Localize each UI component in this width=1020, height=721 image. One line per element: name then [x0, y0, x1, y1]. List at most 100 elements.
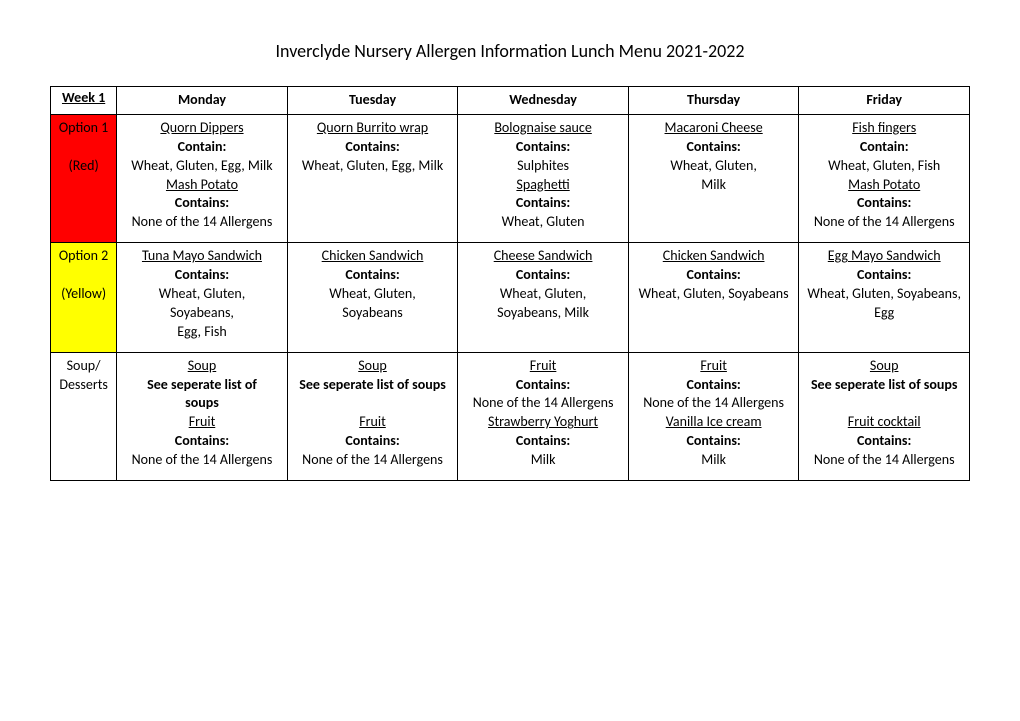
row-label-2: (Yellow)	[55, 285, 112, 304]
cell-line: None of the 14 Allergens	[292, 451, 454, 470]
cell-line: Egg, Fish	[121, 323, 283, 342]
row-label: Option 2 (Yellow)	[51, 243, 117, 352]
header-week: Week 1	[51, 87, 117, 115]
table-cell: Egg Mayo SandwichContains:Wheat, Gluten,…	[799, 243, 970, 352]
cell-line: Egg	[803, 304, 965, 323]
cell-line: Contains:	[803, 432, 965, 451]
cell-line: Contains:	[803, 266, 965, 285]
cell-line: Tuna Mayo Sandwich	[121, 247, 283, 266]
cell-line: Macaroni Cheese	[633, 119, 795, 138]
cell-line: Cheese Sandwich	[462, 247, 624, 266]
cell-line: Contain:	[803, 138, 965, 157]
cell-line: Contains:	[462, 266, 624, 285]
cell-line: Wheat, Gluten, Soyabeans	[633, 285, 795, 304]
cell-line: Wheat, Gluten,	[121, 285, 283, 304]
cell-line: Mash Potato	[121, 176, 283, 195]
row-label: Soup/Desserts	[51, 352, 117, 480]
cell-line: Soyabeans	[292, 304, 454, 323]
cell-line: Wheat, Gluten, Egg, Milk	[121, 157, 283, 176]
cell-line: Contains:	[121, 266, 283, 285]
cell-line: Contains:	[121, 432, 283, 451]
table-cell: Chicken SandwichContains:Wheat, Gluten,S…	[287, 243, 458, 352]
cell-line	[292, 394, 454, 413]
table-cell: SoupSee seperate list of soups Fruit coc…	[799, 352, 970, 480]
cell-line: Contains:	[292, 266, 454, 285]
cell-line: Contains:	[633, 138, 795, 157]
row-label-1: Option 1	[55, 117, 112, 138]
cell-line: None of the 14 Allergens	[633, 394, 795, 413]
cell-line: Contains:	[292, 138, 454, 157]
cell-line: Contains:	[633, 266, 795, 285]
cell-line: Chicken Sandwich	[633, 247, 795, 266]
menu-tbody: Week 1MondayTuesdayWednesdayThursdayFrid…	[51, 87, 970, 481]
cell-line: Contains:	[121, 194, 283, 213]
cell-line: Fruit	[292, 413, 454, 432]
cell-line: Soup	[292, 357, 454, 376]
cell-line: Contains:	[462, 432, 624, 451]
cell-line: Contains:	[803, 194, 965, 213]
cell-line: Egg Mayo Sandwich	[803, 247, 965, 266]
header-day: Friday	[799, 87, 970, 115]
cell-line: Contains:	[462, 376, 624, 395]
table-cell: Bolognaise sauceContains:SulphitesSpaghe…	[458, 114, 629, 242]
cell-line: Milk	[462, 451, 624, 470]
row-label: Option 1 (Red)	[51, 114, 117, 242]
page-title: Inverclyde Nursery Allergen Information …	[50, 40, 970, 62]
table-cell: FruitContains:None of the 14 AllergensSt…	[458, 352, 629, 480]
cell-line: Wheat, Gluten, Egg, Milk	[292, 157, 454, 176]
cell-line: Wheat, Gluten, Fish	[803, 157, 965, 176]
header-day: Thursday	[628, 87, 799, 115]
cell-line: Soyabeans, Milk	[462, 304, 624, 323]
cell-line: Bolognaise sauce	[462, 119, 624, 138]
cell-line: Soup	[121, 357, 283, 376]
cell-line: Strawberry Yoghurt	[462, 413, 624, 432]
cell-line: None of the 14 Allergens	[803, 451, 965, 470]
cell-line: Mash Potato	[803, 176, 965, 195]
cell-line: Contains:	[633, 376, 795, 395]
cell-line: Contain:	[121, 138, 283, 157]
table-cell: SoupSee seperate list ofsoupsFruitContai…	[117, 352, 288, 480]
cell-line: Quorn Dippers	[121, 119, 283, 138]
cell-line: See seperate list of	[121, 376, 283, 395]
table-cell: Chicken SandwichContains:Wheat, Gluten, …	[628, 243, 799, 352]
row-label-1: Soup/	[55, 355, 112, 376]
cell-line: None of the 14 Allergens	[121, 213, 283, 232]
row-label-2: Desserts	[55, 376, 112, 395]
table-cell: Quorn DippersContain:Wheat, Gluten, Egg,…	[117, 114, 288, 242]
table-cell: Fish fingersContain:Wheat, Gluten, FishM…	[799, 114, 970, 242]
cell-line	[803, 394, 965, 413]
cell-line: Wheat, Gluten,	[633, 157, 795, 176]
cell-line: Spaghetti	[462, 176, 624, 195]
cell-line: Wheat, Gluten	[462, 213, 624, 232]
cell-line: See seperate list of soups	[292, 376, 454, 395]
table-cell: Quorn Burrito wrapContains:Wheat, Gluten…	[287, 114, 458, 242]
cell-line: Milk	[633, 176, 795, 195]
header-day: Wednesday	[458, 87, 629, 115]
row-label-1: Option 2	[55, 245, 112, 266]
cell-line: None of the 14 Allergens	[121, 451, 283, 470]
table-cell: SoupSee seperate list of soups FruitCont…	[287, 352, 458, 480]
menu-table: Week 1MondayTuesdayWednesdayThursdayFrid…	[50, 86, 970, 481]
cell-line: None of the 14 Allergens	[803, 213, 965, 232]
cell-line: Fruit cocktail	[803, 413, 965, 432]
cell-line: Contains:	[292, 432, 454, 451]
table-cell: Macaroni CheeseContains:Wheat, Gluten,Mi…	[628, 114, 799, 242]
cell-line: None of the 14 Allergens	[462, 394, 624, 413]
cell-line: Contains:	[462, 138, 624, 157]
table-cell: Tuna Mayo SandwichContains:Wheat, Gluten…	[117, 243, 288, 352]
row-label-2: (Red)	[55, 157, 112, 176]
cell-line: Vanilla Ice cream	[633, 413, 795, 432]
cell-line: See seperate list of soups	[803, 376, 965, 395]
cell-line: Contains:	[462, 194, 624, 213]
cell-line: Chicken Sandwich	[292, 247, 454, 266]
cell-line: Fruit	[462, 357, 624, 376]
cell-line: Milk	[633, 451, 795, 470]
cell-line: Wheat, Gluten,	[462, 285, 624, 304]
cell-line: Fruit	[121, 413, 283, 432]
header-day: Tuesday	[287, 87, 458, 115]
cell-line: Wheat, Gluten, Soyabeans,	[803, 285, 965, 304]
cell-line: Fruit	[633, 357, 795, 376]
cell-line: soups	[121, 394, 283, 413]
table-cell: FruitContains:None of the 14 AllergensVa…	[628, 352, 799, 480]
table-cell: Cheese SandwichContains:Wheat, Gluten,So…	[458, 243, 629, 352]
